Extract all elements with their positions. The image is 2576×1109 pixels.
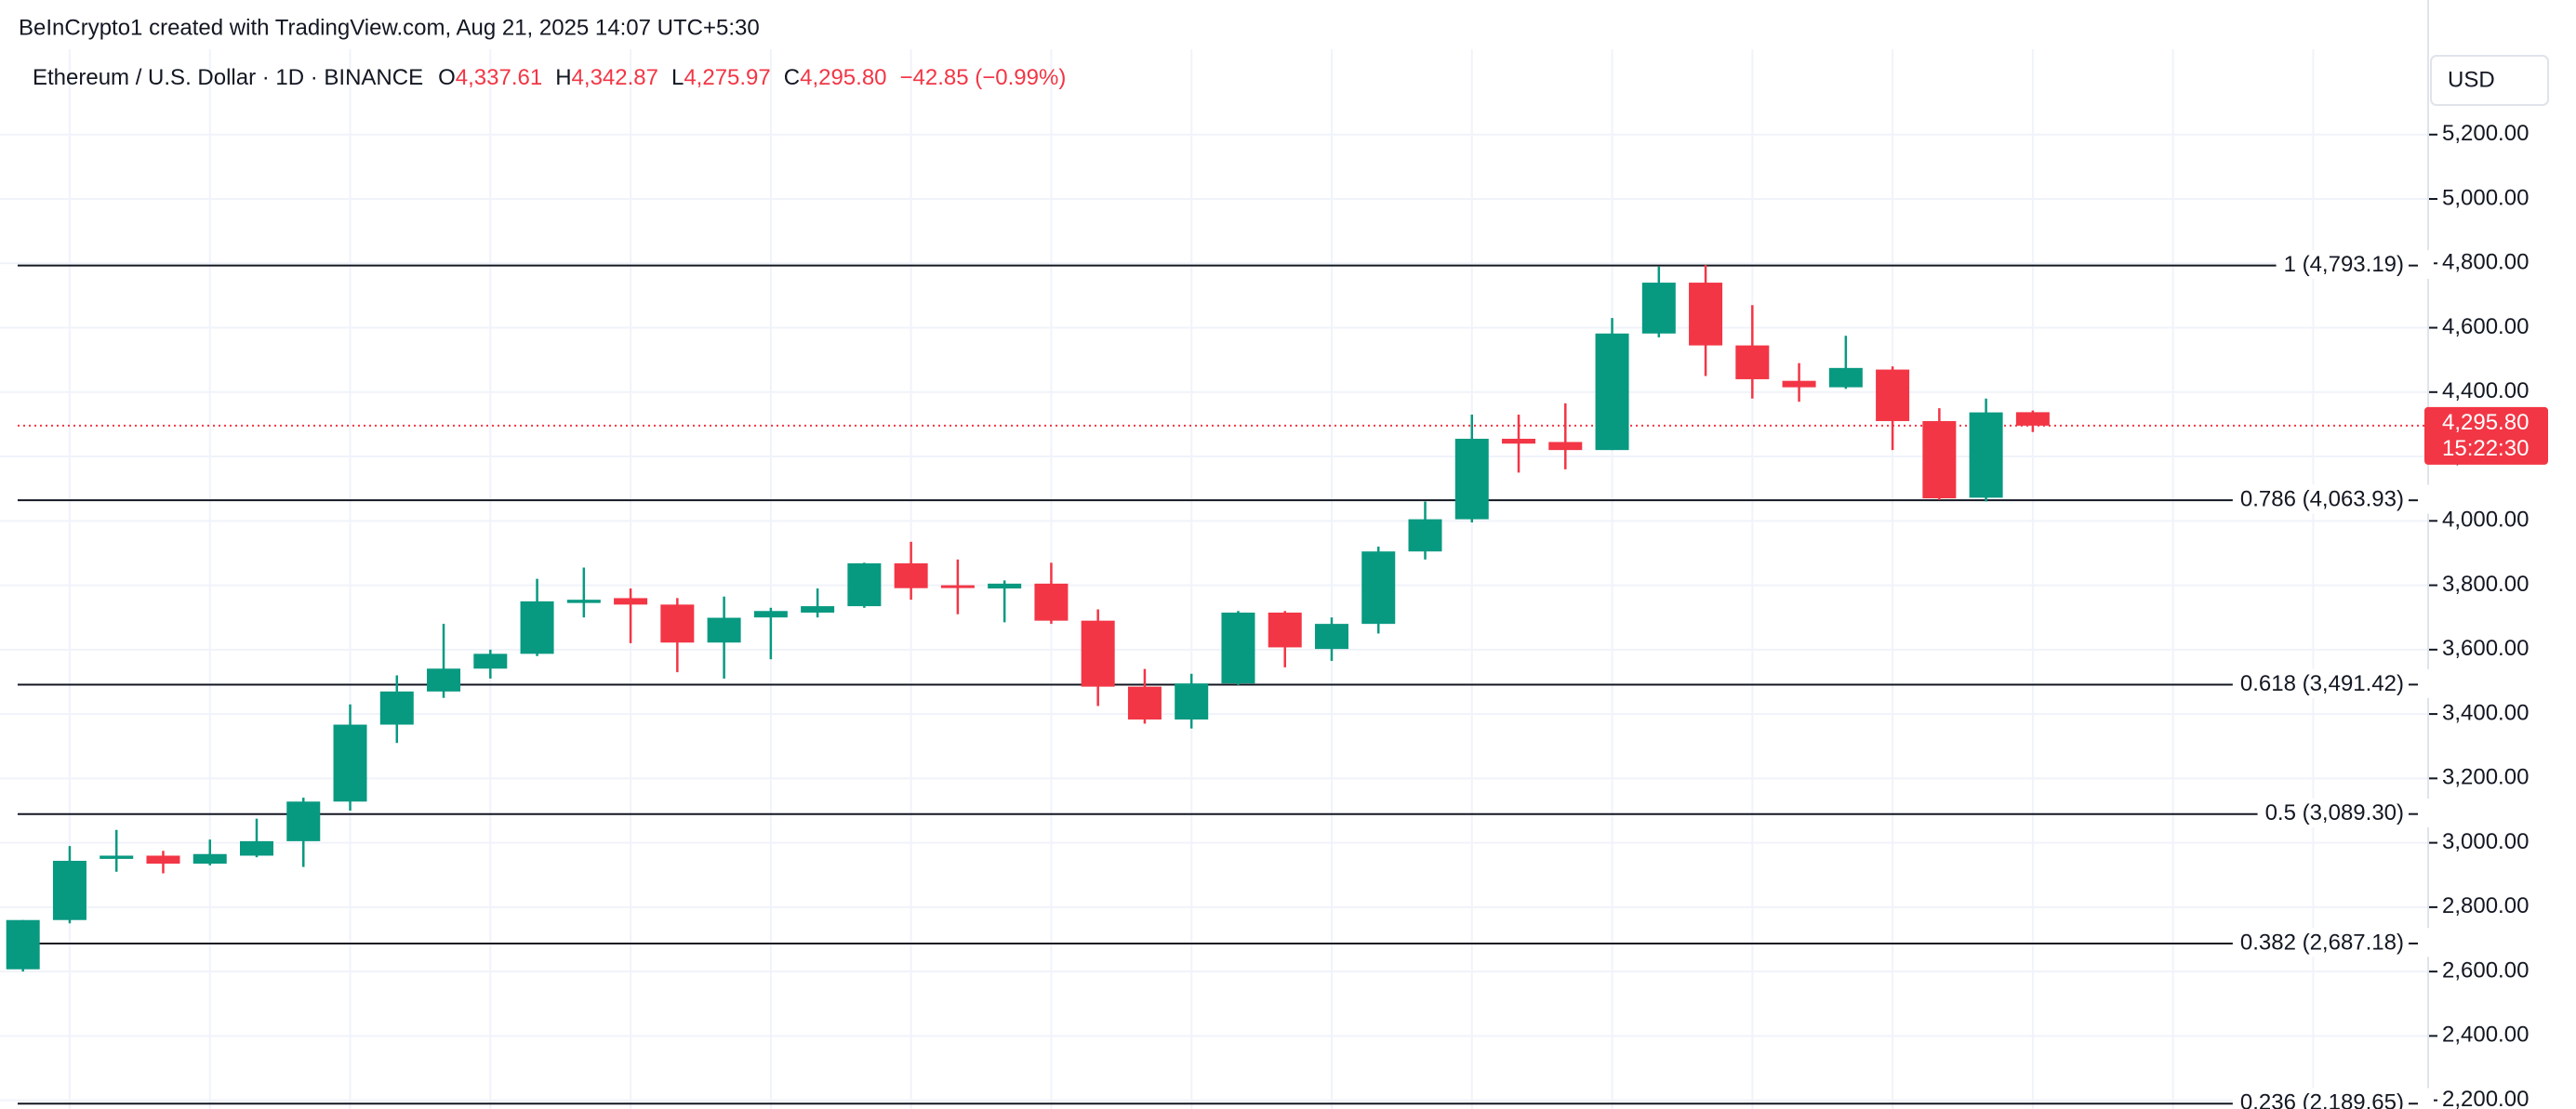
- candle-body: [894, 563, 928, 588]
- level-label-bg: [2232, 928, 2434, 957]
- candle-body: [473, 654, 508, 669]
- grid: [0, 49, 2428, 1109]
- y-tick-label: 2,600.00: [2442, 957, 2529, 983]
- candle-body: [1408, 519, 1442, 552]
- candle-body: [1595, 333, 1629, 451]
- candle-body: [286, 801, 321, 841]
- candle-body: [333, 724, 367, 802]
- y-tick-label: 3,400.00: [2442, 700, 2529, 725]
- y-tick-label: 4,600.00: [2442, 314, 2529, 339]
- y-tick-label: 3,600.00: [2442, 636, 2529, 661]
- y-tick-label: 2,400.00: [2442, 1023, 2529, 1048]
- countdown: 15:22:30: [2442, 436, 2529, 461]
- candle-body: [427, 668, 461, 692]
- currency-button[interactable]: [2430, 55, 2549, 106]
- candle-body: [1361, 551, 1396, 625]
- legend: Ethereum / U.S. Dollar · 1D · BINANCE O4,…: [33, 65, 1066, 90]
- candle-body: [6, 919, 40, 970]
- plot: [6, 265, 2050, 972]
- candle-body: [1548, 442, 1583, 451]
- level-label: 0.236 (2,189.65): [2240, 1090, 2404, 1109]
- level-label-bg: [2232, 484, 2434, 514]
- legend-title: Ethereum / U.S. Dollar · 1D · BINANCE: [33, 65, 423, 90]
- level-label: 0.5 (3,089.30): [2265, 800, 2404, 825]
- candle-body: [1268, 613, 1302, 648]
- level-label-bg: [2257, 799, 2434, 828]
- legend-key: C: [784, 65, 800, 90]
- y-tick-label: 5,200.00: [2442, 121, 2529, 146]
- candle-body: [1922, 420, 1957, 499]
- y-tick-label: 4,800.00: [2442, 250, 2529, 275]
- candle-body: [1782, 380, 1816, 388]
- legend-change: −42.85 (−0.99%): [900, 65, 1067, 90]
- level-label-bg: [2232, 1088, 2434, 1109]
- candle-body: [707, 617, 741, 643]
- candle-body: [940, 585, 975, 588]
- candle-body: [193, 853, 227, 865]
- header: BeInCrypto1 created with TradingView.com…: [19, 15, 760, 40]
- y-tick-label: 2,800.00: [2442, 893, 2529, 918]
- y-tick-label: 3,200.00: [2442, 765, 2529, 790]
- legend-key: O: [438, 65, 456, 90]
- y-tick-label: 3,000.00: [2442, 829, 2529, 854]
- y-tick-label: 4,000.00: [2442, 508, 2529, 533]
- candle-body: [753, 611, 788, 618]
- level-label: 0.618 (3,491.42): [2240, 671, 2404, 696]
- candle-body: [1828, 367, 1863, 388]
- candle-body: [988, 583, 1022, 589]
- candle-body: [660, 604, 695, 643]
- candle-body: [614, 598, 648, 605]
- candle-body: [2015, 412, 2050, 426]
- candle-body: [100, 855, 134, 859]
- legend-value: 4,275.97: [684, 65, 770, 90]
- level-label: 0.382 (2,687.18): [2240, 930, 2404, 955]
- candle-body: [146, 855, 180, 865]
- candle-body: [1221, 613, 1255, 684]
- legend-key: H: [555, 65, 571, 90]
- y-tick-label: 5,000.00: [2442, 185, 2529, 210]
- level-label: 0.786 (4,063.93): [2240, 487, 2404, 512]
- candle-body: [379, 691, 414, 725]
- candle-body: [1502, 439, 1536, 444]
- legend-key: L: [671, 65, 684, 90]
- legend-value: 4,295.80: [800, 65, 886, 90]
- candle-body: [1454, 439, 1489, 520]
- candle-body: [240, 840, 273, 856]
- candle-body: [1314, 624, 1348, 650]
- legend-value: 4,337.61: [456, 65, 542, 90]
- candle-body: [1735, 345, 1770, 379]
- candle-body: [1034, 583, 1069, 621]
- level-label-bg: [2276, 249, 2434, 279]
- candle-body: [1689, 283, 1723, 346]
- last-price-badge: [2424, 406, 2548, 465]
- candle-body: [1081, 620, 1115, 687]
- candle-body: [566, 600, 601, 603]
- candle-body: [1969, 412, 2003, 498]
- level-label: 1 (4,793.19): [2284, 252, 2404, 277]
- candle-body: [1876, 369, 1910, 421]
- y-tick-label: 3,800.00: [2442, 572, 2529, 597]
- candle-body: [801, 606, 835, 614]
- currency[interactable]: USD: [2448, 67, 2495, 92]
- candle-body: [52, 861, 86, 920]
- candle-body: [1175, 683, 1209, 720]
- candle-body: [847, 563, 882, 607]
- last-price-label: 4,295.80: [2442, 410, 2529, 435]
- candle-body: [1641, 283, 1676, 334]
- legend-value: 4,342.87: [572, 65, 658, 90]
- candle-body: [520, 601, 554, 654]
- candle-body: [1127, 686, 1162, 720]
- y-tick-label: 2,200.00: [2442, 1087, 2529, 1109]
- y-tick-label: 4,400.00: [2442, 378, 2529, 403]
- level-label-bg: [2232, 668, 2434, 698]
